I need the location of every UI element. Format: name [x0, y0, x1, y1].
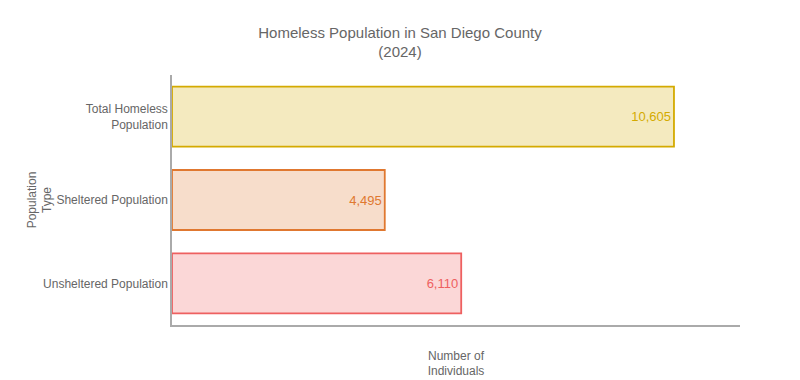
svg-text:PopulationType: PopulationType	[25, 172, 55, 229]
svg-text:10,605: 10,605	[631, 109, 671, 124]
svg-text:Homeless Population in San Die: Homeless Population in San Diego County(…	[258, 24, 542, 61]
svg-text:6,110: 6,110	[427, 276, 459, 291]
svg-text:Sheltered Population: Sheltered Population	[56, 193, 167, 207]
svg-text:Total HomelessPopulation: Total HomelessPopulation	[86, 102, 168, 132]
svg-text:Number ofIndividuals: Number ofIndividuals	[428, 349, 485, 379]
svg-text:Unsheltered Population: Unsheltered Population	[43, 277, 168, 291]
svg-text:4,495: 4,495	[349, 193, 382, 208]
